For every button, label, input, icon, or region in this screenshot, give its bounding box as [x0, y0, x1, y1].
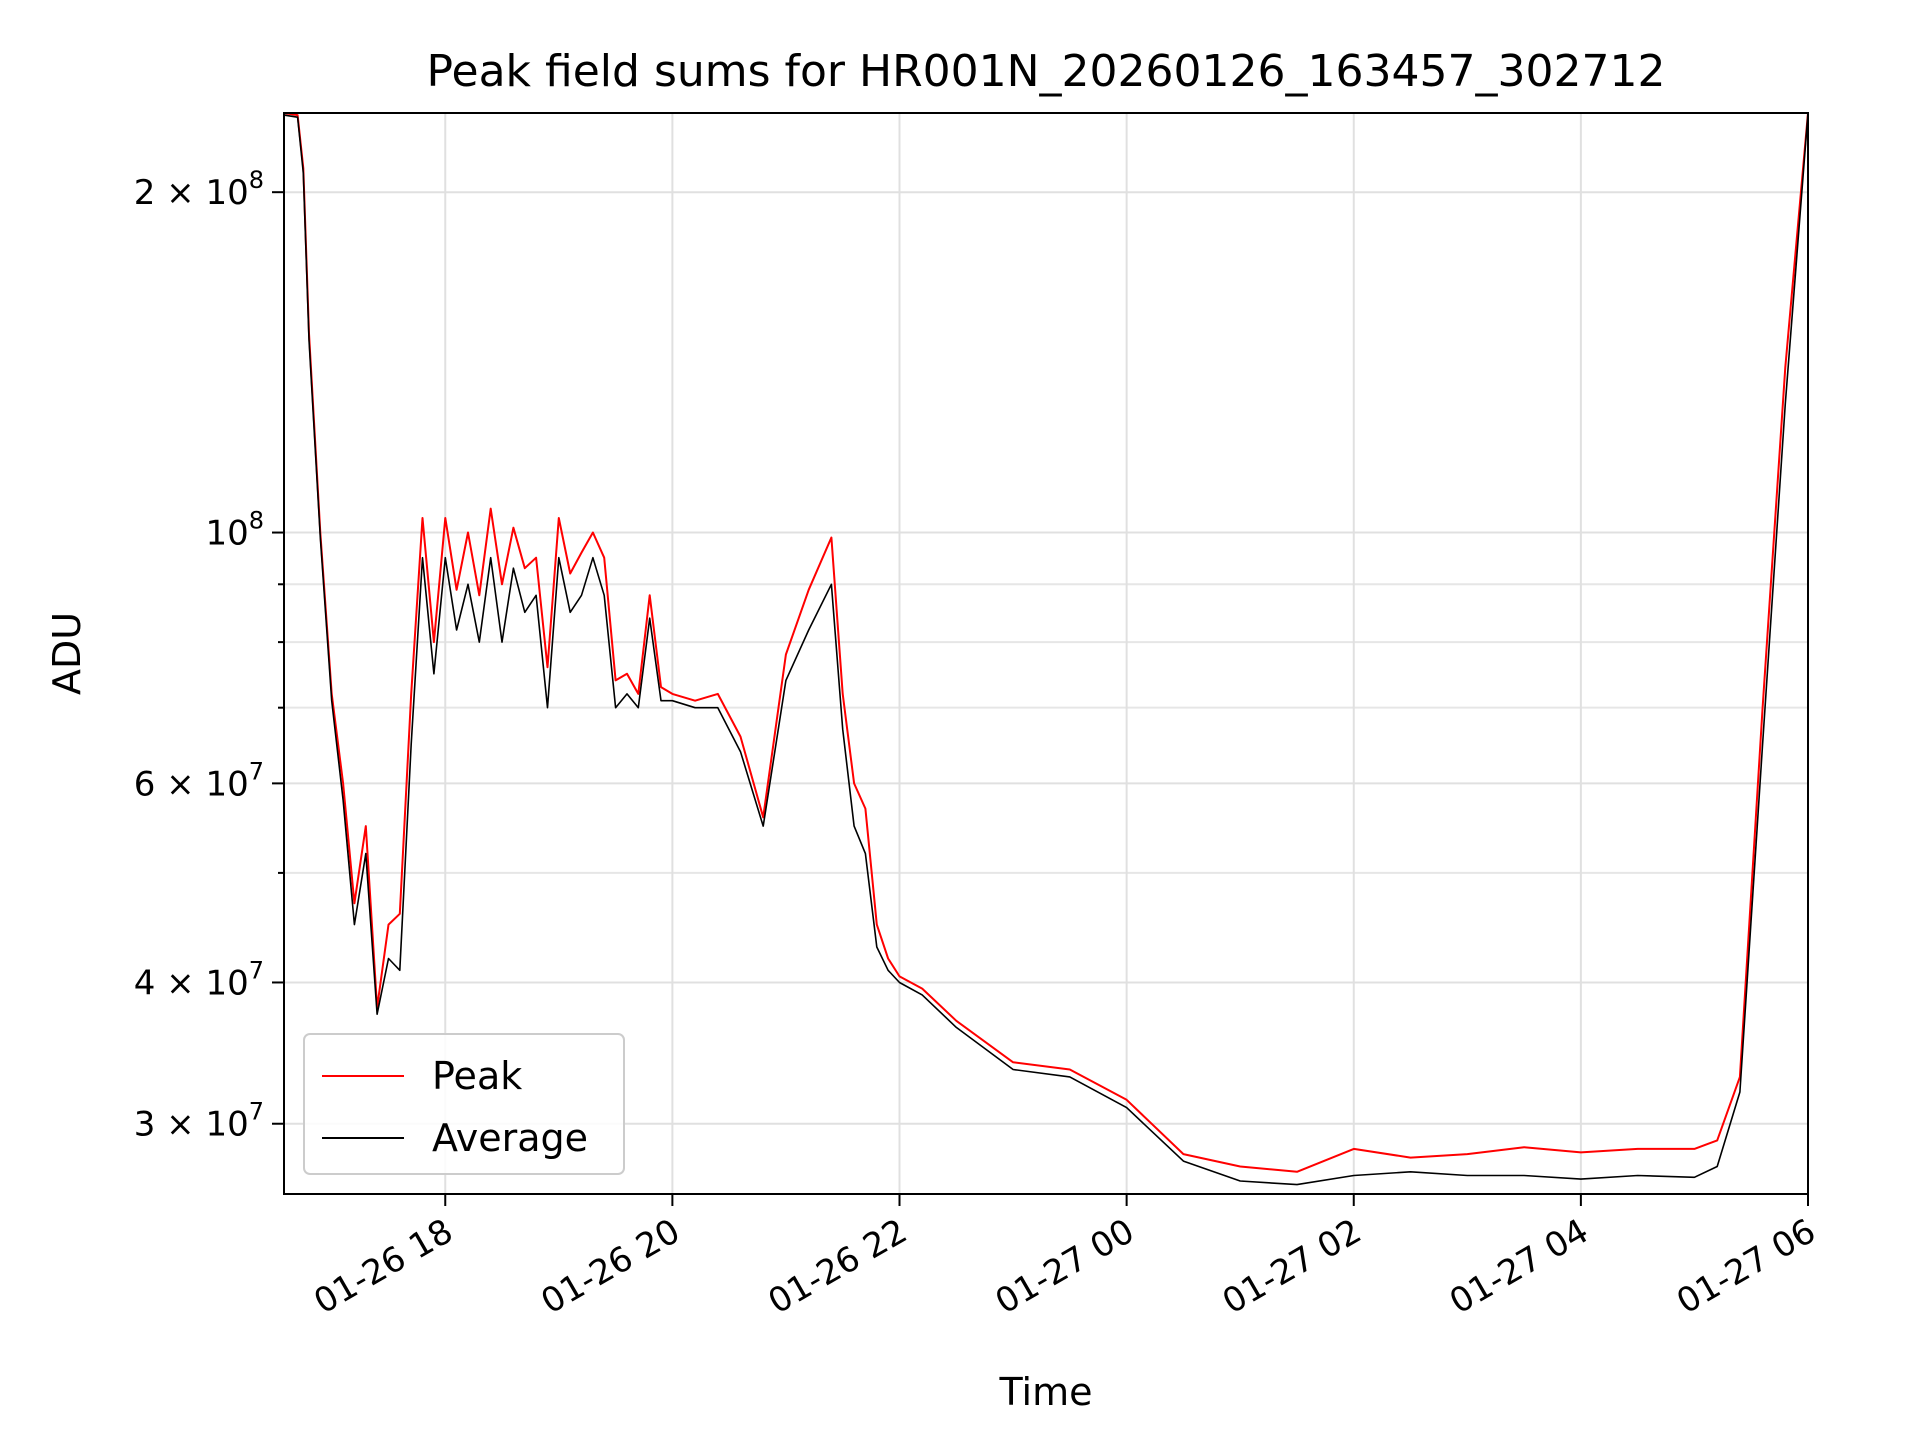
y-tick-label: 3 × 107 — [134, 1098, 264, 1145]
y-tick-label: 2 × 108 — [134, 166, 264, 213]
x-axis-label: Time — [999, 1370, 1093, 1414]
chart-title: Peak field sums for HR001N_20260126_1634… — [427, 46, 1666, 97]
y-tick-label: 108 — [205, 507, 264, 554]
series-group — [283, 112, 1809, 1186]
y-tick-label: 4 × 107 — [134, 956, 264, 1003]
grid — [284, 113, 1809, 1194]
legend-label-average: Average — [432, 1116, 588, 1160]
legend-label-peak: Peak — [432, 1054, 522, 1098]
legend: Peak Average — [303, 1033, 625, 1175]
y-axis-label: ADU — [45, 612, 89, 695]
series-line-average — [283, 112, 1809, 1186]
y-tick-label: 6 × 107 — [134, 757, 264, 804]
axes-frame — [283, 112, 1809, 1195]
series-line-peak — [283, 112, 1809, 1173]
